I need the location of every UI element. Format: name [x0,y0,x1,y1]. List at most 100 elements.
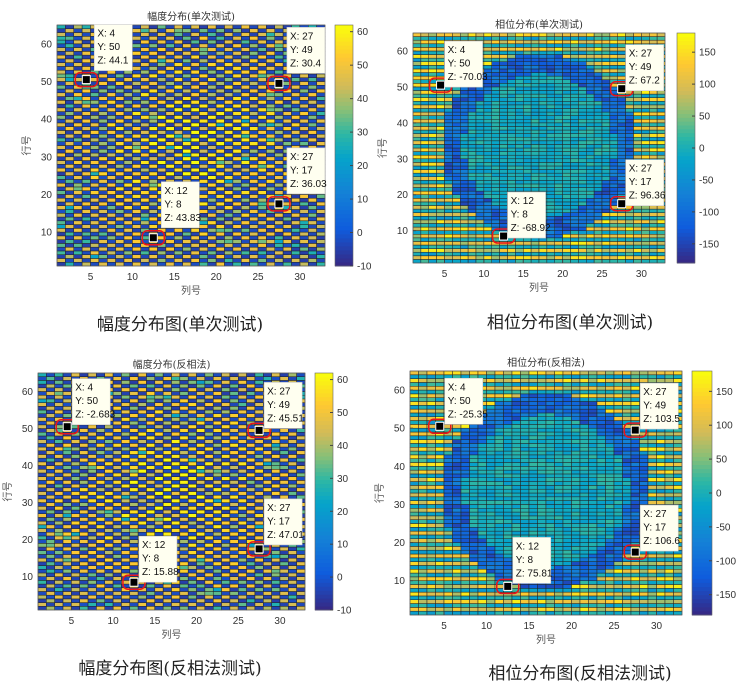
heatmap-cell [207,103,217,109]
heatmap-cell [554,259,563,264]
heatmap-cell [617,190,626,195]
heatmap-cell [420,194,429,199]
heatmap-cell [428,54,437,59]
datatip-marker[interactable] [148,233,158,243]
datatip[interactable]: X: 12Y: 8Z: 43.83 [141,181,201,246]
heatmap-cell [601,140,611,145]
datatip-marker[interactable] [274,78,284,88]
heatmap-cell [254,606,264,611]
heatmap-cell [266,62,275,67]
heatmap-cell [62,569,72,574]
heatmap-cell [81,107,91,112]
heatmap-cell [37,606,47,611]
datatip[interactable]: X: 4Y: 50Z: 44.1 [74,24,133,88]
datatip-marker[interactable] [436,80,446,90]
heatmap-cell [530,36,540,41]
heatmap-cell [436,68,445,73]
heatmap-cell [174,133,183,139]
heatmap-cell [586,176,595,181]
heatmap-cell [282,126,292,131]
heatmap-cell [412,180,422,185]
heatmap-cell [641,126,650,131]
heatmap-cell [224,171,234,176]
heatmap-cell [65,107,74,112]
heatmap-cell [460,97,469,102]
heatmap-cell [232,111,242,116]
heatmap-cell [190,261,200,267]
heatmap-cell [98,235,108,240]
heatmap-cell [249,73,259,78]
heatmap-cell [428,259,437,264]
colorbar-segment [677,190,695,195]
datatip[interactable]: X: 27Y: 17Z: 36.03 [267,147,327,212]
heatmap-cell [299,194,309,199]
heatmap-cell [37,598,47,603]
heatmap-cell [308,197,317,203]
heatmap-cell [601,39,611,45]
heatmap-cell [65,81,74,86]
heatmap-cell [507,43,516,48]
heatmap-cell [179,543,189,548]
heatmap-cell [96,546,105,551]
datatip-marker[interactable] [81,75,91,85]
heatmap-cell [98,133,108,139]
heatmap-cell [554,65,563,70]
heatmap-cell [412,140,422,145]
heatmap-cell [656,230,666,235]
heatmap-cell [90,133,100,139]
heatmap-cell [266,115,275,120]
datatip-marker[interactable] [617,199,627,209]
heatmap-cell [515,111,524,116]
heatmap-cell [308,92,317,97]
heatmap-cell [162,587,172,592]
heatmap-cell [586,208,595,213]
heatmap-cell [467,194,477,199]
heatmap-cell [199,88,208,94]
heatmap-cell [523,72,532,77]
heatmap-cell [249,88,259,94]
heatmap-cell [249,85,259,90]
heatmap-cell [65,182,74,188]
datatip-marker[interactable] [274,199,284,209]
heatmap-cell [523,162,532,167]
heatmap-cell [420,111,429,116]
heatmap-cell [140,36,150,41]
heatmap-cell [586,32,595,37]
heatmap-cell [215,81,225,86]
heatmap-cell [266,190,275,195]
datatip-y-row: Y: 17 [290,165,313,176]
heatmap-cell [115,239,125,244]
heatmap-cell [65,145,74,150]
heatmap-cell [174,261,183,267]
heatmap-cell [90,250,100,255]
heatmap-cell [299,213,309,218]
heatmap-cell [279,606,289,611]
heatmap-cell [625,126,634,131]
heatmap-cell [546,72,555,77]
colorbar-segment [677,213,695,218]
heatmap-cell [115,179,125,184]
heatmap-cell [436,187,445,192]
heatmap-cell [578,165,587,170]
heatmap-cell [98,224,108,229]
heatmap-cell [112,569,122,574]
heatmap-cell [148,164,158,169]
heatmap-cell [475,147,485,152]
heatmap-cell [570,32,579,37]
heatmap-cell [601,169,611,174]
heatmap-cell [523,133,532,138]
heatmap-cell [56,254,66,259]
datatip[interactable]: X: 27Y: 49Z: 30.4 [267,27,326,92]
datatip-marker[interactable] [499,231,509,241]
heatmap-cell [71,543,80,548]
heatmap-cell [232,39,242,45]
heatmap-cell [428,226,437,231]
heatmap-cell [291,216,301,222]
heatmap-cell [249,141,259,146]
heatmap-cell [148,103,158,109]
heatmap-cell [570,47,579,52]
heatmap-cell [617,241,626,246]
datatip-marker[interactable] [617,84,627,94]
heatmap-cell [562,75,571,80]
heatmap-cell [483,50,492,55]
